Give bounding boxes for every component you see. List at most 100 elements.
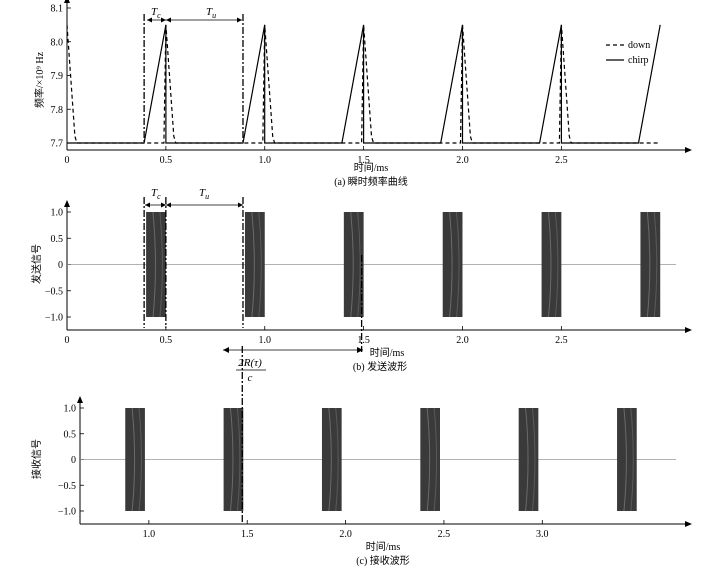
panel-b-y-tick-label: 0 bbox=[58, 260, 63, 271]
delay-arrow-head-left bbox=[223, 347, 229, 353]
panel-c-pulse-texture bbox=[131, 407, 136, 512]
panel-a-caption: (a) 瞬时频率曲线 bbox=[334, 175, 408, 188]
legend-chirp-label: chirp bbox=[628, 55, 649, 66]
panel-a-x-axis-label: 时间/ms bbox=[354, 161, 389, 174]
panel-b-caption: (b) 发送波形 bbox=[353, 360, 407, 373]
legend-down-label: down bbox=[628, 40, 650, 51]
panel-b-pulse-texture bbox=[449, 211, 453, 318]
panel-b-pulse-texture bbox=[653, 211, 658, 318]
panel-a-tc-arrow-head-right bbox=[161, 17, 166, 23]
panel-c-pulse bbox=[125, 407, 145, 512]
panel-c-axes: −1.0 −0.5 0 0.5 1.0 1.0 1.5 2.0 2.5 3.0 bbox=[58, 396, 692, 540]
panel-c-pulse-texture bbox=[525, 407, 529, 512]
panel-b-pulse-texture bbox=[258, 211, 262, 318]
panel-a-tu-arrow bbox=[166, 17, 242, 23]
panel-b-pulse-texture bbox=[251, 211, 255, 318]
panel-b-pulse-texture bbox=[357, 211, 361, 318]
panel-b-y-axis-arrow bbox=[64, 200, 70, 207]
panel-c-receive-waveform: −1.0 −0.5 0 0.5 1.0 1.0 1.5 2.0 2.5 3.0 接收信号 时间/m… bbox=[30, 346, 692, 567]
panel-a-y-tick-label: 8.0 bbox=[51, 37, 64, 48]
panel-c-y-axis-label: 接收信号 bbox=[30, 439, 43, 479]
panel-b-pulse bbox=[244, 211, 265, 318]
panel-b-x-tick-label: 1.0 bbox=[258, 335, 271, 346]
panel-b-transmit-waveform: −1.0 −0.5 0 0.5 1.0 0 0.5 1.0 1.5 2.0 2.5 发送信号 时间/… bbox=[30, 187, 692, 373]
panel-b-tc-annotation: Tc bbox=[151, 187, 161, 201]
panel-a-tc-letter: T bbox=[151, 6, 158, 18]
panel-a-x-tick-label: 0.5 bbox=[160, 155, 173, 166]
panel-a-tu-subscript: u bbox=[212, 11, 216, 20]
panel-a-tu-annotation: Tu bbox=[206, 6, 216, 20]
panel-b-tu-annotation: Tu bbox=[199, 187, 209, 201]
panel-a-legend: down chirp bbox=[606, 40, 650, 66]
panel-a-y-tick-label: 7.9 bbox=[51, 71, 64, 82]
panel-c-pulse-texture bbox=[328, 407, 332, 512]
series-chirp-line bbox=[67, 24, 661, 144]
panel-b-x-tick-label: 2.5 bbox=[555, 335, 568, 346]
panel-b-tc-arrow bbox=[145, 202, 166, 208]
panel-b-pulse bbox=[640, 211, 661, 318]
panel-b-pulse-texture bbox=[456, 211, 460, 318]
panel-b-pulse-texture bbox=[646, 211, 651, 318]
panel-a-x-tick-label: 2.0 bbox=[456, 155, 469, 166]
panel-a-tu-arrow-head-left bbox=[166, 17, 171, 23]
panel-b-pulse-texture bbox=[159, 211, 163, 318]
panel-c-pulse bbox=[617, 407, 637, 512]
panel-b-pulses bbox=[67, 211, 676, 318]
panel-b-pulse bbox=[442, 211, 463, 318]
panel-b-pulse-texture bbox=[350, 211, 354, 318]
panel-c-pulse-texture bbox=[623, 407, 627, 512]
panel-c-pulse bbox=[321, 407, 342, 512]
panel-c-pulse bbox=[518, 407, 539, 512]
panel-a-y-axis-arrow bbox=[64, 0, 70, 3]
panel-c-y-tick-label: 1.0 bbox=[64, 404, 77, 415]
panel-c-y-tick-label: 0.5 bbox=[64, 429, 77, 440]
panel-b-pulse bbox=[541, 211, 562, 318]
panel-c-pulse bbox=[223, 407, 244, 512]
panel-a-instantaneous-frequency: 7.7 7.8 7.9 8.0 8.1 0 0.5 1.0 1.5 2.0 2.5 频率/×10⁹ … bbox=[33, 0, 692, 188]
panel-a-y-tick-label: 8.1 bbox=[51, 4, 64, 15]
panel-b-tc-letter: T bbox=[151, 187, 158, 199]
panel-c-y-tick-label: −0.5 bbox=[58, 481, 76, 492]
panel-a-y-axis-label: 频率/×10⁹ Hz bbox=[33, 51, 46, 108]
panel-c-x-tick-label: 1.5 bbox=[241, 529, 254, 540]
panel-c-x-tick-label: 3.0 bbox=[536, 529, 549, 540]
panel-c-pulse-texture bbox=[229, 407, 234, 512]
series-down-line bbox=[66, 24, 659, 144]
panel-b-y-tick-label: −0.5 bbox=[45, 286, 63, 297]
panel-a-tc-arrow-head-left bbox=[147, 17, 152, 23]
panel-c-pulse-texture bbox=[531, 407, 536, 512]
delay-fraction-numerator: 2R(τ) bbox=[238, 357, 262, 369]
panel-a-tc-arrow bbox=[147, 17, 166, 23]
panel-b-x-tick-label: 1.5 bbox=[357, 335, 370, 346]
panel-c-pulse-texture bbox=[433, 407, 438, 512]
panel-a-axes: 7.7 7.8 7.9 8.0 8.1 0 0.5 1.0 1.5 2.0 2.5 bbox=[51, 0, 692, 166]
delay-arrow-head-right bbox=[357, 347, 363, 353]
panel-b-pulse-texture bbox=[548, 211, 552, 318]
panel-c-caption: (c) 接收波形 bbox=[356, 554, 410, 567]
panel-c-pulse-texture bbox=[138, 407, 142, 512]
panel-c-pulses bbox=[80, 407, 676, 512]
panel-a-x-axis-arrow bbox=[685, 147, 692, 153]
panel-b-tu-arrow-head-right bbox=[238, 202, 243, 208]
panel-b-x-tick-label: 2.0 bbox=[456, 335, 469, 346]
panel-a-x-tick-label: 0 bbox=[65, 155, 70, 166]
panel-b-x-axis-arrow bbox=[685, 327, 692, 333]
panel-b-pulse bbox=[343, 211, 364, 318]
panel-a-tc-annotation: Tc bbox=[151, 6, 161, 20]
panel-c-pulse-texture bbox=[236, 407, 241, 512]
panel-a-period-guides bbox=[143, 14, 244, 143]
panel-a-y-tick-label: 7.7 bbox=[51, 139, 64, 150]
panel-b-y-tick-label: −1.0 bbox=[45, 313, 63, 324]
panel-b-tc-arrow-head-left bbox=[145, 202, 150, 208]
panel-b-x-axis-label: 时间/ms bbox=[370, 346, 405, 359]
panel-c-pulse-texture bbox=[630, 407, 634, 512]
panel-b-tu-subscript: u bbox=[205, 192, 209, 201]
panel-c-y-tick-label: 0 bbox=[71, 455, 76, 466]
panel-c-pulse-texture bbox=[426, 407, 431, 512]
panel-b-pulse-texture bbox=[554, 211, 559, 318]
panel-c-pulse bbox=[420, 407, 440, 512]
panel-b-y-tick-label: 0.5 bbox=[51, 234, 64, 245]
panel-a-y-tick-label: 7.8 bbox=[51, 105, 64, 116]
panel-c-x-axis-arrow bbox=[685, 521, 692, 527]
